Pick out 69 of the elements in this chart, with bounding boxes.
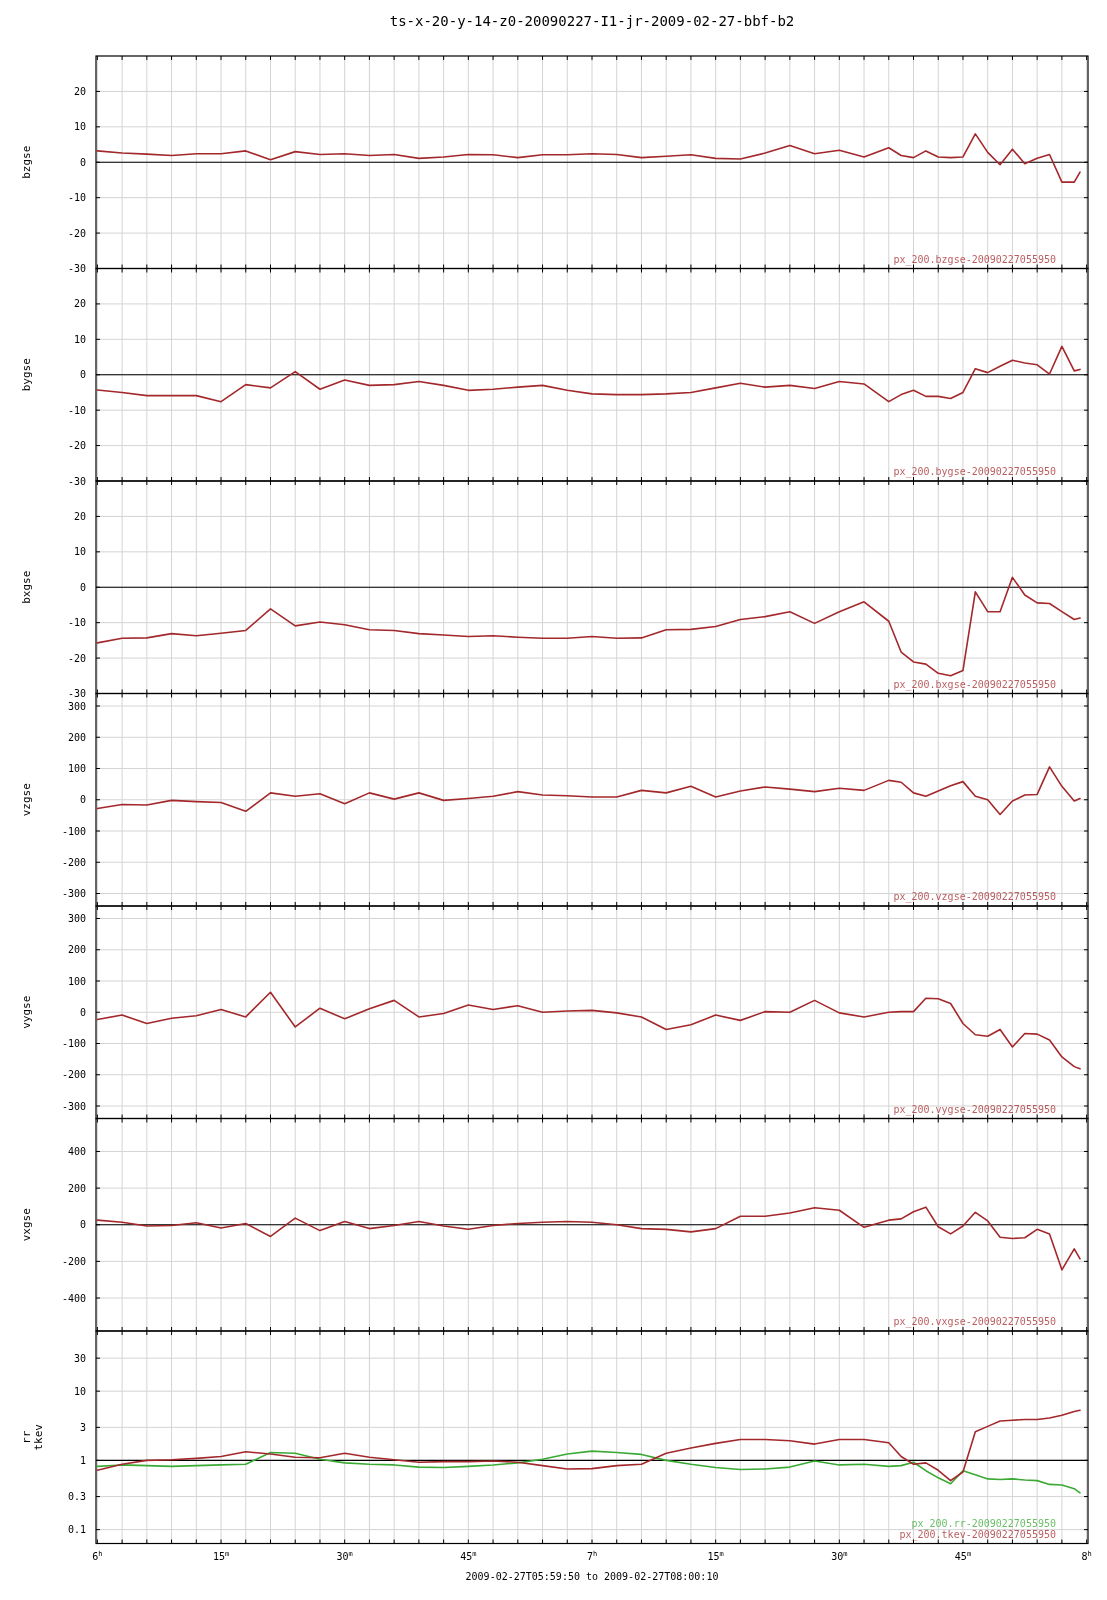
y-tick-label: 0	[79, 1219, 86, 1231]
y-tick-label: 30	[73, 1352, 86, 1364]
y-tick-label: 10	[73, 121, 86, 133]
y-tick-label: 200	[67, 944, 86, 956]
y-tick-label: -10	[67, 617, 86, 629]
x-tick-label: 8$^{h}$	[1081, 1549, 1092, 1562]
y-tick-label: -300	[61, 1100, 86, 1112]
x-tick-label: 45$^{m}$	[954, 1549, 972, 1562]
x-axis-title: 2009-02-27T05:59:50 to 2009-02-27T08:00:10	[465, 1570, 719, 1582]
y-tick-label: 10	[73, 333, 86, 345]
y-tick-label: 10	[73, 1385, 86, 1397]
y-tick-label: 0.1	[67, 1524, 86, 1536]
annotation: px_200.rr-20090227055950	[911, 1517, 1056, 1530]
annotation: px_200.vxgse-20090227055950	[893, 1316, 1056, 1328]
y-tick-label: 300	[67, 700, 86, 712]
chart-title: ts-x-20-y-14-z0-20090227-I1-jr-2009-02-27-bbf-b2	[389, 13, 795, 29]
y-axis-title: bxgse	[20, 570, 33, 604]
y-axis-title: vygse	[20, 995, 33, 1029]
y-tick-label: -30	[67, 475, 86, 487]
y-tick-label: 200	[67, 1182, 86, 1194]
y-tick-label: -200	[61, 1255, 86, 1267]
y-tick-label: -30	[67, 688, 86, 699]
y-tick-label: -200	[61, 1069, 86, 1081]
y-tick-label: -20	[67, 652, 86, 664]
y-tick-label: -200	[61, 856, 86, 868]
y-tick-label: 200	[67, 731, 86, 743]
y-tick-label: 0	[79, 1006, 86, 1018]
annotation: px_200.vzgse-20090227055950	[893, 891, 1056, 903]
y-tick-label: 1	[79, 1454, 86, 1466]
y-tick-label: 20	[73, 510, 86, 522]
y-tick-label: 400	[67, 1145, 86, 1157]
x-tick-label: 45$^{m}$	[460, 1549, 477, 1562]
y-tick-label: 0.3	[67, 1491, 86, 1503]
annotation: px_200.vygse-20090227055950	[893, 1103, 1056, 1116]
y-tick-label: -400	[61, 1292, 86, 1304]
y-tick-label: -20	[67, 440, 86, 452]
x-tick-label: 6$^{h}$	[92, 1549, 103, 1562]
x-tick-label: 30$^{m}$	[336, 1549, 353, 1562]
y-axis-title: bzgse	[20, 145, 33, 179]
y-tick-label: 300	[67, 913, 86, 924]
y-tick-label: -300	[61, 888, 86, 899]
x-tick-label: 15$^{m}$	[212, 1549, 230, 1562]
y-tick-label: 0	[79, 581, 86, 593]
y-axis-title: bygse	[20, 358, 33, 392]
y-axis-title: rr tkev	[20, 1423, 45, 1451]
y-tick-label: 100	[67, 763, 86, 774]
y-tick-label: -100	[61, 1038, 86, 1049]
y-tick-label: -30	[67, 263, 86, 274]
y-tick-label: 10	[73, 546, 86, 558]
y-tick-label: 0	[79, 369, 86, 381]
y-tick-label: 20	[73, 85, 86, 97]
y-axis-title: vzgse	[20, 783, 33, 817]
y-tick-label: 3	[79, 1421, 86, 1433]
x-tick-label: 15$^{m}$	[707, 1549, 724, 1562]
y-axis-title: vxgse	[20, 1208, 33, 1242]
y-tick-label: 0	[79, 794, 86, 806]
y-tick-label: 20	[73, 298, 86, 310]
annotation: px_200.bxgse-20090227055950	[893, 678, 1056, 691]
y-tick-label: 0	[79, 156, 86, 168]
y-tick-label: -100	[61, 825, 86, 837]
annotation: px_200.bygse-20090227055950	[893, 466, 1056, 478]
y-tick-label: -10	[67, 404, 86, 416]
y-tick-label: -10	[67, 192, 86, 204]
x-tick-label: 30$^{m}$	[831, 1549, 848, 1562]
annotation: px_200.tkev-20090227055950	[899, 1528, 1056, 1541]
y-tick-label: -20	[67, 227, 86, 239]
annotation: px_200.bzgse-20090227055950	[893, 253, 1056, 266]
y-tick-label: 100	[67, 975, 86, 987]
x-tick-label: 7$^{h}$	[586, 1549, 598, 1562]
